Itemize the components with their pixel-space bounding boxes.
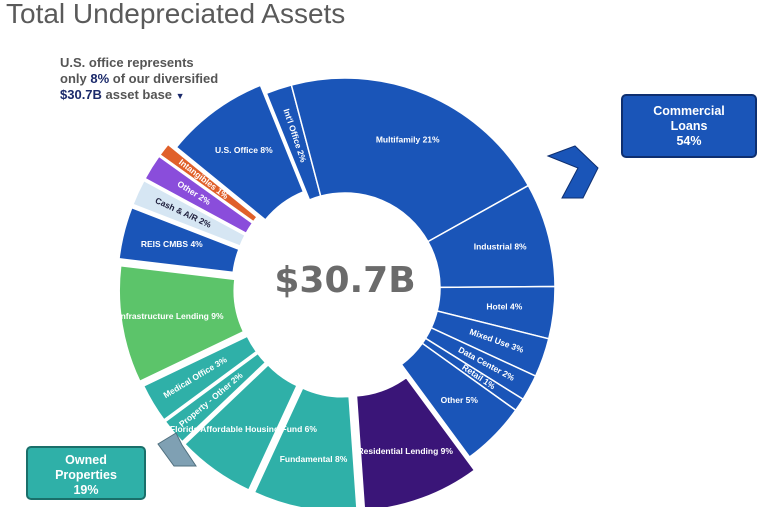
- slice-label: Hotel 4%: [486, 301, 522, 311]
- note-line-3: $30.7B asset base ▼: [60, 87, 185, 102]
- us-office-note: U.S. office represents only 8% of our di…: [60, 55, 250, 104]
- center-total-label: $30.7B: [274, 260, 415, 301]
- donut-slice: [355, 376, 476, 507]
- donut-slice: [175, 84, 305, 221]
- note-line-1: U.S. office represents: [60, 55, 194, 70]
- donut-slice: [183, 363, 298, 492]
- chevron-left-icon: [157, 432, 197, 467]
- slice-label: Infrastructure Lending 9%: [118, 311, 224, 321]
- donut-slice: [118, 206, 240, 274]
- slice-label: Residential Lending 9%: [358, 446, 454, 456]
- donut-slice: [143, 155, 254, 235]
- donut-slice: [131, 179, 247, 248]
- slice-label: REIS CMBS 4%: [141, 239, 203, 249]
- page-title: Total Undepreciated Assets: [6, 0, 346, 29]
- donut-slice: [118, 264, 245, 383]
- donut-slices: [118, 77, 556, 507]
- donut-slice: [400, 342, 517, 459]
- donut-slice: [290, 77, 530, 243]
- slice-label: U.S. Office 8%: [215, 145, 273, 155]
- down-triangle-icon: ▼: [175, 91, 185, 101]
- slice-label: Multifamily 21%: [376, 135, 440, 145]
- owned-properties-callout: Owned Properties 19%: [26, 446, 146, 500]
- chevron-right-icon: [546, 145, 599, 199]
- note-line-2: only 8% of our diversified: [60, 71, 219, 86]
- slice-label: Industrial 8%: [474, 241, 527, 251]
- slice-label: Fundamental 8%: [280, 454, 348, 464]
- donut-slice: [158, 143, 259, 223]
- slice-label: Florida Affordable Housing Fund 6%: [170, 424, 317, 434]
- commercial-loans-callout: Commercial Loans 54%: [621, 94, 757, 158]
- slice-label: Other 5%: [441, 395, 479, 405]
- donut-slice: [142, 335, 258, 421]
- donut-slice: [253, 387, 358, 507]
